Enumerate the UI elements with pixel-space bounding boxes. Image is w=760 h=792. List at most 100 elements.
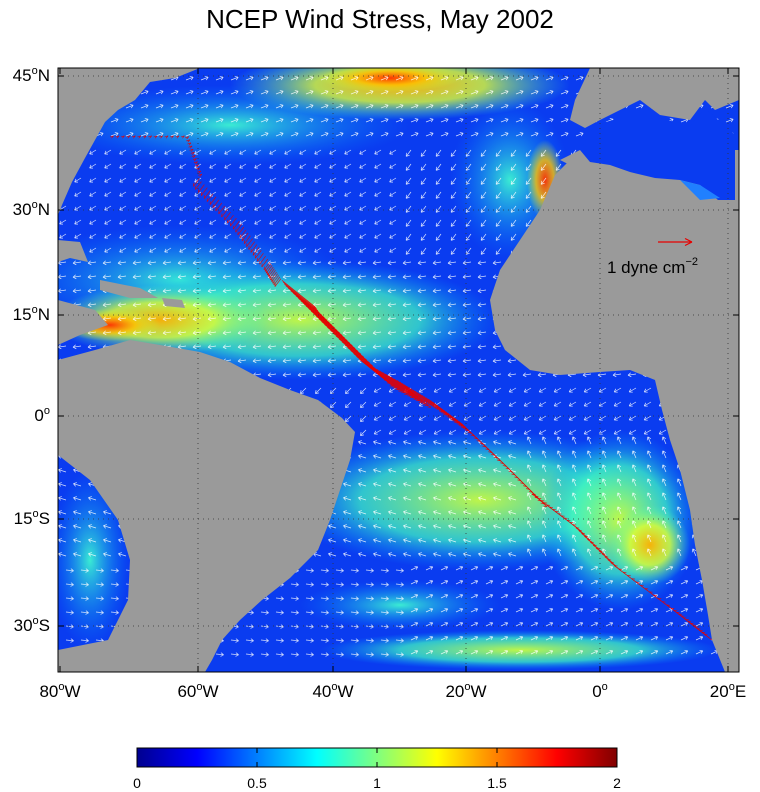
wind-arrow	[373, 401, 382, 407]
wind-arrow	[432, 302, 442, 308]
wind-arrow	[117, 260, 127, 266]
wind-arrow	[395, 568, 404, 573]
wind-arrow	[661, 492, 667, 501]
wind-arrow	[425, 118, 434, 123]
track-arrow	[206, 193, 214, 202]
wind-arrow	[239, 149, 247, 155]
wind-arrow	[515, 118, 524, 123]
wind-arrow	[59, 219, 67, 225]
wind-arrow	[480, 219, 487, 227]
wind-arrow	[267, 358, 277, 364]
wind-arrow	[343, 482, 352, 487]
wind-arrow	[192, 302, 202, 308]
y-tick-label: 30oS	[14, 615, 50, 635]
wind-arrow	[455, 118, 464, 123]
wind-arrow	[485, 104, 494, 109]
wind-arrow	[601, 492, 607, 501]
wind-arrow	[500, 132, 509, 137]
wind-arrow	[420, 219, 427, 227]
wind-arrow	[254, 149, 262, 155]
wind-arrow	[620, 593, 629, 599]
wind-arrow	[631, 520, 637, 529]
track-arrow	[404, 384, 415, 395]
wind-arrow	[450, 219, 457, 227]
wind-arrow	[571, 548, 577, 557]
track-arrow	[192, 158, 197, 162]
wind-arrow	[222, 316, 232, 322]
wind-arrow	[463, 440, 472, 445]
wind-arrow	[507, 372, 517, 378]
wind-arrow	[440, 579, 449, 585]
wind-arrow	[224, 177, 232, 183]
wind-arrow	[134, 219, 142, 225]
wind-arrow	[119, 177, 127, 183]
track-arrow	[137, 135, 142, 139]
wind-arrow	[269, 219, 277, 225]
wind-arrow	[485, 579, 494, 585]
wind-arrow	[402, 302, 412, 308]
wind-arrow	[440, 565, 449, 571]
track-arrow	[120, 135, 125, 139]
wind-arrow	[179, 219, 187, 225]
wind-arrow	[515, 565, 524, 571]
wind-arrow	[155, 132, 164, 137]
track-arrow	[259, 256, 266, 265]
wind-arrow	[571, 450, 577, 459]
wind-arrow	[470, 579, 479, 585]
wind-arrow	[417, 330, 427, 336]
wind-arrow	[388, 552, 397, 557]
wind-arrow	[646, 464, 652, 473]
wind-arrow	[425, 132, 434, 137]
wind-arrow	[380, 638, 389, 643]
wind-arrow	[290, 118, 299, 123]
colorbar-tick-label: 0	[133, 775, 141, 791]
wind-arrow	[342, 316, 352, 322]
wind-arrow	[177, 274, 187, 280]
wind-arrow	[357, 288, 367, 294]
wind-arrow	[372, 274, 382, 280]
europe-land	[570, 68, 739, 128]
track-arrow	[456, 419, 467, 430]
track-arrow	[361, 360, 397, 389]
wind-arrow	[343, 524, 352, 529]
wind-arrow	[477, 260, 487, 266]
wind-arrow	[275, 118, 284, 123]
wind-arrow	[305, 104, 314, 109]
wind-arrow	[58, 496, 67, 501]
track-arrow	[417, 392, 428, 403]
wind-arrow	[360, 401, 367, 408]
wind-arrow	[493, 429, 502, 435]
wind-arrow	[417, 260, 427, 266]
wind-arrow	[80, 610, 89, 615]
wind-arrow	[343, 552, 352, 557]
wind-arrow	[140, 118, 149, 123]
wind-arrow	[179, 191, 187, 197]
wind-arrow	[463, 482, 472, 487]
track-arrow	[235, 224, 242, 233]
wind-arrow	[267, 288, 277, 294]
wind-arrow	[360, 387, 367, 394]
wind-arrow	[222, 260, 232, 266]
wind-arrow	[545, 90, 554, 95]
wind-arrow	[164, 191, 172, 197]
wind-arrow	[224, 149, 232, 155]
wind-arrow	[350, 76, 359, 81]
wind-arrow	[224, 247, 232, 253]
wind-arrow	[463, 387, 472, 393]
wind-arrow	[335, 132, 344, 137]
wind-arrow	[631, 534, 637, 543]
wind-arrow	[95, 624, 104, 629]
wind-arrow	[500, 607, 509, 613]
wind-arrow	[230, 638, 239, 643]
wind-arrow	[432, 288, 442, 294]
wind-arrow	[410, 565, 419, 571]
track-arrow	[191, 155, 196, 159]
wind-arrow	[605, 565, 614, 571]
x-tick-label: 0o	[592, 681, 608, 701]
wind-arrow	[616, 492, 622, 501]
wind-arrow	[269, 247, 277, 253]
wind-arrow	[403, 524, 412, 529]
wind-arrow	[365, 638, 374, 643]
wind-arrow	[245, 132, 254, 137]
y-tick-label: 15oN	[13, 304, 50, 324]
